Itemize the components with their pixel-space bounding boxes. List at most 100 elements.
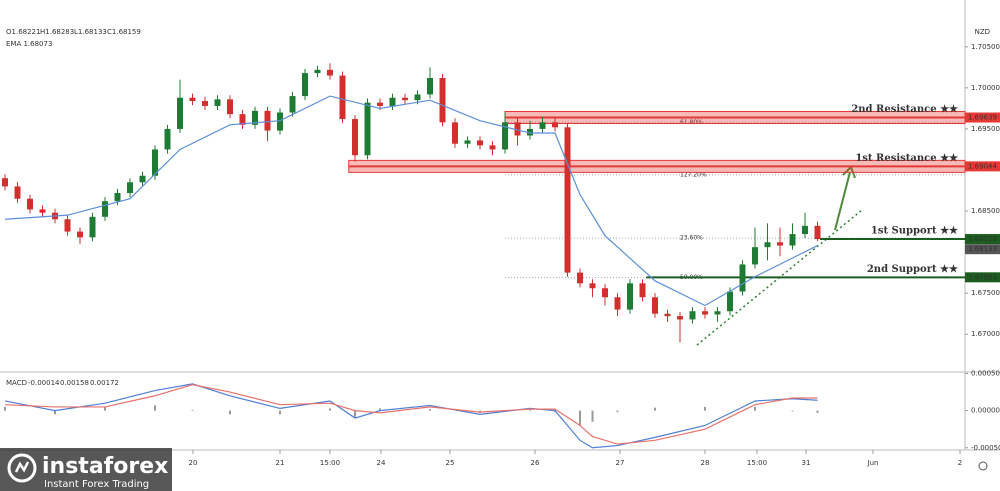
logo-tagline: Instant Forex Trading bbox=[44, 479, 149, 490]
candle-body bbox=[302, 73, 308, 97]
price-badge bbox=[965, 272, 1000, 283]
candle-body bbox=[627, 283, 633, 310]
candle-body bbox=[77, 231, 83, 238]
macd-histogram bbox=[354, 410, 356, 419]
macd-label: MACD bbox=[6, 379, 27, 387]
candle-body bbox=[127, 182, 133, 193]
level-name: 2nd Resistance ★★ bbox=[851, 104, 958, 115]
candle-body bbox=[427, 78, 433, 95]
macd-readout: 0.00158 bbox=[60, 379, 89, 387]
forecast-arrow bbox=[834, 171, 851, 231]
candle-body bbox=[727, 291, 733, 312]
macd-histogram bbox=[791, 410, 794, 412]
candle-body bbox=[252, 110, 258, 125]
x-tick-label: 15:00 bbox=[320, 459, 340, 467]
candle-body bbox=[189, 97, 196, 102]
candle-body bbox=[239, 114, 246, 125]
candle-body bbox=[277, 112, 283, 131]
candle-body bbox=[214, 99, 221, 106]
y-tick-label: 1.67000 bbox=[971, 330, 1000, 338]
x-tick-label: 15:00 bbox=[747, 459, 767, 467]
macd-readout: -0.00014 bbox=[28, 379, 60, 387]
logo-name: instaforex bbox=[42, 454, 168, 479]
candle-body bbox=[64, 219, 71, 232]
settings-icon[interactable] bbox=[978, 461, 988, 471]
x-tick-label: 31 bbox=[802, 459, 811, 467]
level-name: 1st Support ★★ bbox=[871, 226, 958, 237]
candle-body bbox=[714, 311, 721, 315]
candle-body bbox=[502, 122, 508, 150]
macd-histogram bbox=[379, 408, 381, 411]
candle-body bbox=[489, 145, 496, 150]
fib-label: 127.20% bbox=[680, 171, 707, 178]
x-tick-label: 27 bbox=[616, 459, 625, 467]
x-tick-label: 20 bbox=[189, 459, 198, 467]
macd-line bbox=[4, 384, 818, 445]
currency: NZD bbox=[975, 28, 990, 36]
candle-body bbox=[439, 78, 446, 123]
macd-histogram bbox=[816, 410, 819, 413]
candle-body bbox=[552, 122, 558, 128]
macd-histogram bbox=[654, 407, 656, 411]
candle-body bbox=[164, 128, 171, 150]
macd-histogram bbox=[154, 405, 156, 411]
price-badge bbox=[965, 161, 1000, 172]
macd-histogram bbox=[104, 406, 106, 411]
y-tick-label: -0.00050 bbox=[971, 444, 1000, 452]
x-tick-label: 21 bbox=[276, 459, 285, 467]
macd-histogram bbox=[579, 410, 581, 426]
candle-body bbox=[364, 102, 371, 156]
y-tick-label: 0.00000 bbox=[971, 407, 1000, 415]
candle-body bbox=[602, 288, 608, 298]
y-tick-label: 1.69500 bbox=[971, 125, 1000, 133]
x-tick-label: 26 bbox=[531, 459, 540, 467]
candle-body bbox=[314, 69, 321, 74]
candle-body bbox=[814, 225, 821, 240]
candle-body bbox=[802, 225, 808, 235]
candle-body bbox=[352, 119, 358, 156]
macd-histogram bbox=[54, 410, 56, 415]
candle-body bbox=[402, 97, 408, 101]
logo-icon-mark bbox=[14, 461, 30, 473]
candle-body bbox=[464, 140, 471, 144]
candle-body bbox=[327, 69, 333, 76]
candle-body bbox=[452, 122, 458, 144]
logo: instaforex Instant Forex Trading bbox=[0, 448, 172, 491]
macd-histogram bbox=[591, 410, 594, 422]
y-tick-label: 0.00050 bbox=[971, 369, 1000, 377]
candle-body bbox=[339, 75, 346, 120]
candle-body bbox=[114, 192, 121, 202]
candle-body bbox=[89, 216, 96, 238]
candle-body bbox=[777, 242, 783, 246]
candle-body bbox=[14, 186, 21, 199]
fib-label: 61.80% bbox=[680, 119, 703, 126]
candle-body bbox=[414, 94, 421, 101]
candle-body bbox=[152, 149, 158, 176]
ema-readout: EMA 1.68073 bbox=[6, 40, 52, 48]
x-tick-label: 2 bbox=[958, 459, 962, 467]
fib-label: 23.60% bbox=[680, 235, 703, 242]
x-tick-label: Jun bbox=[867, 459, 879, 467]
ohlc-open: O1.68221 bbox=[6, 28, 40, 36]
price-badge-label: 1.69044 bbox=[968, 162, 997, 170]
y-tick-label: 1.68500 bbox=[971, 207, 1000, 215]
candle-body bbox=[389, 97, 396, 106]
candle-body bbox=[589, 283, 596, 289]
ohlc-high: H1.68283 bbox=[40, 28, 74, 36]
candle-body bbox=[177, 97, 183, 129]
logo-icon bbox=[7, 453, 37, 483]
price-badge bbox=[965, 244, 1000, 255]
candle-body bbox=[139, 175, 146, 183]
macd-histogram bbox=[754, 406, 756, 411]
macd-histogram bbox=[429, 409, 431, 411]
candle-body bbox=[564, 127, 571, 273]
macd-histogram bbox=[704, 406, 706, 411]
candle-body bbox=[39, 209, 46, 213]
price-badge-label: 1.67693 bbox=[968, 273, 997, 281]
ema-line bbox=[4, 95, 818, 307]
candle-body bbox=[789, 234, 796, 246]
candle-body bbox=[739, 264, 746, 292]
candle-body bbox=[289, 96, 296, 113]
price-badge bbox=[965, 112, 1000, 123]
